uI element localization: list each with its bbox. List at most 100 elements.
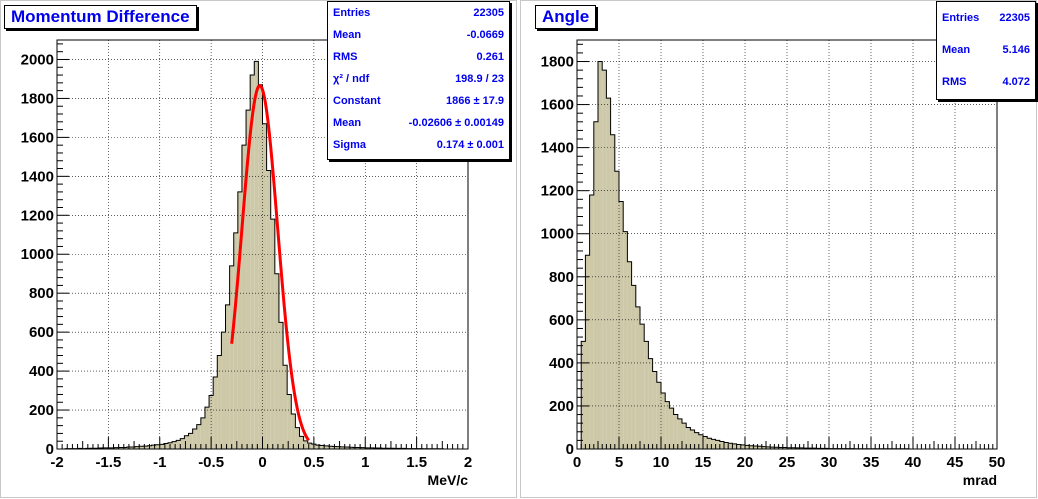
histogram-bin bbox=[340, 446, 345, 449]
chart-title: Angle bbox=[535, 5, 597, 29]
y-tick-label: 1800 bbox=[541, 54, 574, 71]
histogram-bin bbox=[130, 447, 136, 449]
histogram-bin bbox=[204, 407, 210, 449]
y-tick-label: 1400 bbox=[21, 168, 54, 185]
histogram-bin bbox=[361, 447, 366, 449]
histogram-bin bbox=[623, 231, 628, 449]
stats-value: 198.9 / 23 bbox=[455, 73, 504, 85]
histogram-bin bbox=[799, 447, 804, 449]
histogram-bin bbox=[761, 446, 766, 449]
stats-row: χ² / ndf 198.9 / 23 bbox=[328, 68, 509, 90]
histogram-bin bbox=[155, 444, 160, 449]
histogram-bin bbox=[241, 145, 247, 449]
histogram-bin bbox=[715, 440, 720, 449]
histogram-bin bbox=[159, 444, 164, 449]
angle-panel: 0 5 10 15 20 25 30 35 40 45 50 0 200 400 600 800 1000 120… bbox=[520, 0, 1038, 499]
histogram-bin bbox=[774, 447, 779, 449]
y-tick-label: 600 bbox=[549, 312, 574, 329]
stats-value: -0.02606 ± 0.00149 bbox=[408, 117, 504, 129]
stats-label: Mean bbox=[333, 117, 362, 129]
histogram-bin bbox=[135, 446, 140, 449]
histogram-bin bbox=[328, 446, 333, 449]
stats-row: Mean 5.146 bbox=[937, 34, 1035, 66]
histogram-bin bbox=[299, 436, 304, 449]
histogram-bin bbox=[229, 265, 234, 449]
stats-row: Constant 1866 ± 17.9 bbox=[328, 90, 509, 112]
histogram-bin bbox=[122, 447, 127, 449]
histogram-bin bbox=[673, 414, 678, 449]
histogram-bin bbox=[736, 444, 741, 449]
histogram-bin bbox=[315, 445, 321, 449]
histogram-bin bbox=[782, 447, 787, 449]
histogram-bin bbox=[724, 442, 729, 449]
histogram-bin bbox=[324, 445, 329, 449]
y-tick-label: 800 bbox=[29, 285, 54, 302]
stats-label: Entries bbox=[942, 12, 980, 24]
x-axis-label: MeV/c bbox=[428, 472, 469, 488]
histogram-bin bbox=[258, 84, 263, 450]
y-tick-label: 400 bbox=[549, 355, 574, 372]
ticks bbox=[576, 43, 998, 450]
stats-label: RMS bbox=[942, 76, 967, 88]
histogram-bin bbox=[698, 434, 703, 449]
histogram-bin bbox=[719, 441, 724, 449]
histogram-bin bbox=[209, 395, 214, 449]
histogram-bin bbox=[757, 446, 762, 449]
histogram-bin bbox=[163, 443, 168, 449]
histogram-bin bbox=[598, 61, 603, 450]
histogram-bin bbox=[283, 365, 288, 449]
stats-value: 1866 ± 17.9 bbox=[445, 95, 504, 107]
histogram-bin bbox=[732, 443, 737, 449]
histogram-bin bbox=[652, 371, 657, 449]
histogram-bin bbox=[606, 98, 611, 449]
stats-row: Mean -0.0669 bbox=[328, 24, 509, 46]
histogram-bin bbox=[740, 444, 745, 449]
histogram-bin bbox=[221, 332, 226, 449]
histogram-bin bbox=[213, 376, 218, 449]
x-tick-label: 25 bbox=[779, 454, 796, 471]
stats-label: Constant bbox=[333, 95, 381, 107]
x-tick-label: 1.5 bbox=[406, 454, 427, 471]
histogram-bin bbox=[270, 219, 275, 449]
x-tick-label: 20 bbox=[737, 454, 754, 471]
histogram-bin bbox=[707, 438, 712, 449]
y-tick-label: 200 bbox=[549, 398, 574, 415]
histogram-bin bbox=[110, 447, 115, 449]
histogram-bin bbox=[180, 438, 185, 449]
histogram-bin bbox=[778, 447, 783, 449]
histogram-bin bbox=[787, 447, 792, 449]
histogram-bin bbox=[686, 427, 691, 449]
histogram-bin bbox=[357, 447, 362, 449]
x-tick-label: 2 bbox=[464, 454, 472, 471]
histogram-bin bbox=[233, 232, 238, 449]
histogram-bin bbox=[791, 447, 796, 449]
histogram-bin bbox=[151, 445, 156, 449]
histogram-bin bbox=[348, 447, 353, 449]
histogram-bin bbox=[770, 447, 775, 449]
stats-label: Sigma bbox=[333, 139, 367, 151]
x-tick-label: 15 bbox=[695, 454, 712, 471]
stats-value: 0.174 ± 0.001 bbox=[436, 139, 504, 151]
stats-label: χ² / ndf bbox=[333, 73, 370, 85]
y-tick-label: 1000 bbox=[541, 226, 574, 243]
histogram-bin bbox=[188, 433, 193, 449]
stats-value: 0.261 bbox=[476, 51, 504, 63]
histogram-bin bbox=[278, 322, 284, 449]
histogram-bin bbox=[635, 306, 640, 449]
y-tick-label: 800 bbox=[549, 269, 574, 286]
stats-row: Entries 22305 bbox=[328, 2, 509, 24]
histogram-bin bbox=[176, 440, 181, 449]
histogram-bin bbox=[661, 393, 666, 449]
histogram-bin bbox=[631, 285, 636, 449]
histogram-bin bbox=[627, 261, 632, 449]
histogram-bin bbox=[344, 447, 349, 449]
histogram-bin bbox=[644, 341, 649, 449]
stats-label: RMS bbox=[333, 51, 358, 63]
y-tick-label: 1200 bbox=[21, 207, 54, 224]
y-tick-label: 1800 bbox=[21, 90, 54, 107]
histogram-bin bbox=[196, 424, 201, 449]
stats-row: Sigma 0.174 ± 0.001 bbox=[328, 134, 509, 156]
histogram-bin bbox=[184, 435, 189, 449]
histogram-bin bbox=[225, 304, 230, 449]
histogram-bin bbox=[602, 70, 607, 449]
